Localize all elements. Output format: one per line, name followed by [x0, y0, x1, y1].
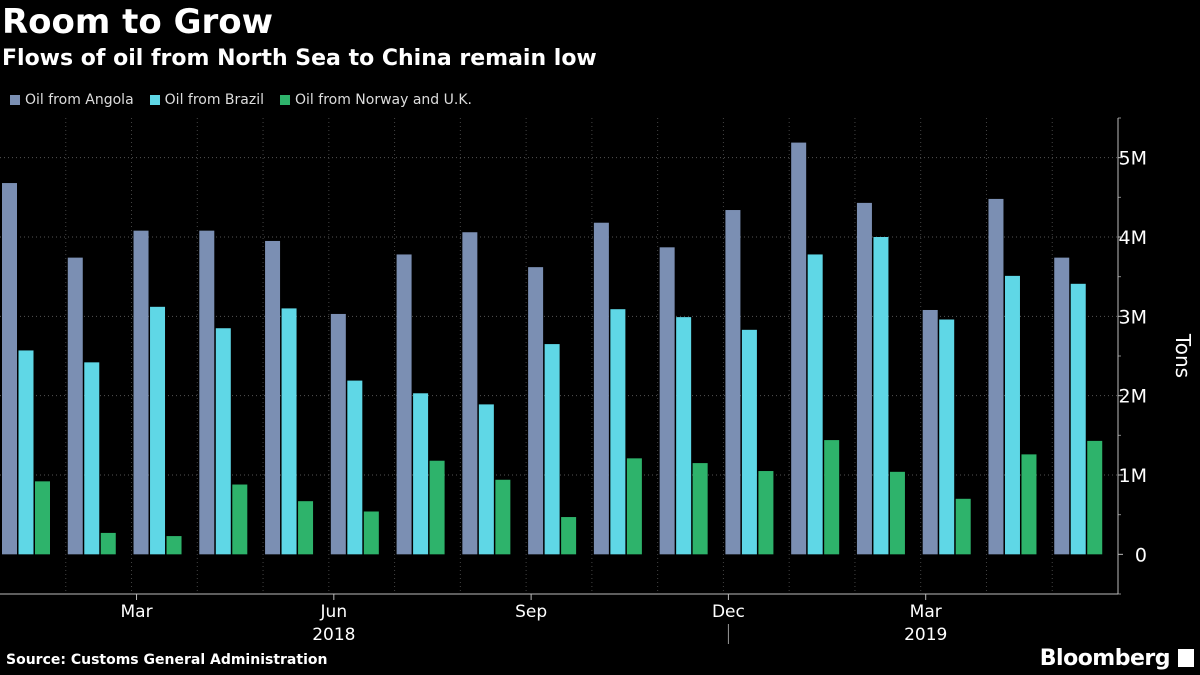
legend-item-norway-uk: Oil from Norway and U.K. — [280, 92, 472, 108]
bar-brazil — [873, 237, 889, 555]
bar-brazil — [347, 380, 363, 555]
legend-label-brazil: Oil from Brazil — [164, 92, 265, 108]
legend-swatch-angola — [10, 95, 20, 105]
x-tick-label: Sep — [515, 602, 547, 622]
brand-logo: Bloomberg — [1039, 646, 1171, 671]
legend-item-angola: Oil from Angola — [10, 92, 134, 108]
bar-norway-uk — [561, 517, 577, 555]
chart-subtitle: Flows of oil from North Sea to China rem… — [2, 46, 597, 71]
bar-brazil — [676, 317, 692, 555]
bar-angola — [330, 313, 346, 555]
bar-angola — [462, 232, 478, 555]
bar-norway-uk — [298, 501, 314, 555]
bar-angola — [725, 210, 741, 555]
bar-norway-uk — [889, 471, 905, 555]
bar-brazil — [84, 362, 100, 555]
x-year-label: 2018 — [312, 625, 355, 645]
bar-norway-uk — [1021, 454, 1037, 555]
bar-norway-uk — [363, 511, 379, 555]
legend-swatch-brazil — [149, 95, 160, 105]
bar-angola — [199, 230, 215, 555]
bar-norway-uk — [692, 463, 708, 555]
x-tick-label: Jun — [320, 602, 348, 622]
legend-label-norway-uk: Oil from Norway and U.K. — [295, 92, 472, 108]
source-note: Source: Customs General Administration — [6, 652, 328, 668]
legend-item-brazil: Oil from Brazil — [149, 92, 265, 108]
bar-norway-uk — [626, 458, 642, 555]
y-tick-label: 1M — [1119, 465, 1147, 487]
legend-swatch-norway-uk — [280, 95, 291, 105]
bar-angola — [2, 183, 17, 555]
bar-angola — [133, 230, 149, 555]
bar-brazil — [544, 344, 560, 555]
bar-norway-uk — [495, 479, 511, 555]
y-tick-label: 0 — [1135, 544, 1147, 566]
bar-angola — [593, 222, 609, 555]
bar-brazil — [939, 319, 955, 555]
legend-label-angola: Oil from Angola — [25, 92, 134, 108]
bar-angola — [856, 202, 872, 555]
x-year-label: 2019 — [904, 625, 947, 645]
bar-norway-uk — [824, 440, 840, 555]
bar-brazil — [807, 254, 823, 555]
bar-angola — [67, 257, 83, 555]
bar-angola — [265, 240, 281, 555]
bar-norway-uk — [758, 471, 774, 555]
bar-norway-uk — [166, 536, 182, 555]
chart-title: Room to Grow — [2, 2, 274, 42]
y-tick-label: 4M — [1119, 227, 1147, 249]
bar-angola — [791, 142, 807, 555]
bar-norway-uk — [100, 532, 116, 555]
bar-norway-uk — [232, 484, 248, 555]
bar-brazil — [18, 350, 34, 555]
bar-norway-uk — [1087, 440, 1103, 555]
bar-norway-uk — [35, 481, 50, 555]
x-tick-label: Dec — [712, 602, 745, 622]
bar-brazil — [1070, 283, 1086, 555]
x-tick-label: Mar — [120, 602, 152, 622]
bar-brazil — [150, 306, 166, 555]
bar-norway-uk — [955, 498, 971, 555]
y-axis-title: Tons — [1171, 333, 1195, 378]
bar-brazil — [610, 309, 626, 555]
bar-angola — [659, 247, 675, 555]
x-tick-label: Mar — [910, 602, 942, 622]
y-tick-label: 3M — [1119, 306, 1147, 328]
bar-norway-uk — [429, 460, 445, 555]
bar-brazil — [1004, 275, 1020, 555]
bar-angola — [922, 309, 938, 555]
bar-angola — [528, 267, 544, 555]
bar-brazil — [413, 393, 429, 555]
bar-brazil — [478, 404, 494, 555]
bar-brazil — [741, 329, 757, 555]
bar-angola — [1054, 257, 1070, 555]
brand-icon — [1178, 649, 1194, 667]
bar-brazil — [281, 308, 297, 555]
bar-brazil — [215, 328, 231, 555]
y-tick-label: 5M — [1119, 148, 1147, 170]
bar-angola — [396, 254, 412, 555]
legend: Oil from Angola Oil from Brazil Oil from… — [10, 92, 472, 108]
y-tick-label: 2M — [1119, 386, 1147, 408]
bar-angola — [988, 198, 1004, 555]
